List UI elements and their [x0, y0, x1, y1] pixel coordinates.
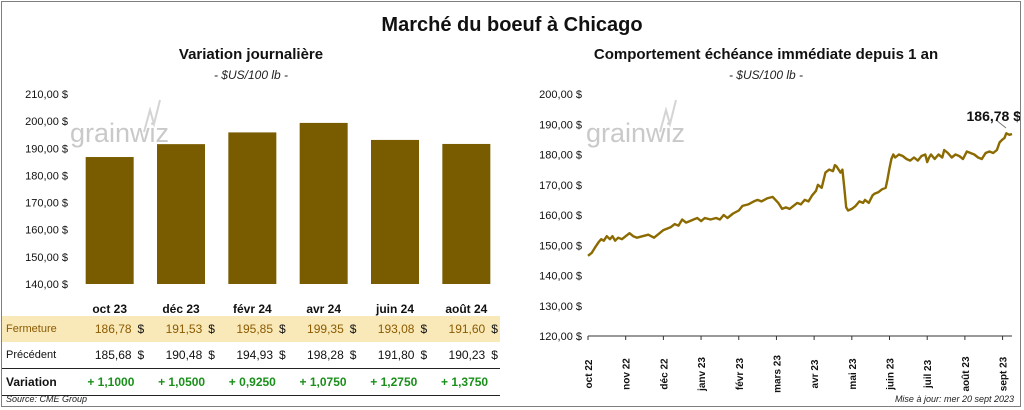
variation-value: + 0,9250: [216, 368, 288, 396]
x-tick-label: juin 23: [886, 358, 897, 391]
last-value-leader: [995, 119, 1007, 129]
x-tick-label: nov 22: [622, 358, 633, 390]
variation-value: + 1,0500: [146, 368, 217, 396]
series-line: [587, 132, 1013, 257]
y-tick-label: 170,00 $: [25, 198, 68, 210]
watermark-text: grainwiz: [586, 118, 685, 148]
y-tick-label: 150,00 $: [25, 252, 68, 264]
currency-symbol: $: [488, 342, 500, 369]
variation-value: + 1,2750: [358, 368, 430, 396]
x-tick-label: juil 23: [923, 359, 934, 389]
row-label: Variation: [2, 368, 76, 396]
table-row-previous: Précédent 185,68 $ 190,48 $ 194,93 $ 198,28…: [2, 342, 500, 369]
currency-symbol: $: [276, 342, 288, 369]
bar: [299, 122, 348, 285]
right-chart-title: Comportement échéance immédiate depuis 1…: [593, 46, 939, 63]
currency-symbol: $: [417, 316, 430, 342]
y-tick-label: 190,00 $: [25, 143, 68, 155]
y-tick-label: 190,00 $: [539, 119, 582, 131]
y-tick-label: 140,00 $: [25, 279, 68, 291]
previous-value: 194,93: [216, 342, 277, 369]
y-tick-label: 180,00 $: [539, 150, 582, 162]
x-category-label: juin 24: [375, 302, 414, 316]
previous-value: 198,28: [287, 342, 347, 369]
x-category-label: déc 23: [162, 302, 200, 316]
y-tick-label: 160,00 $: [25, 225, 68, 237]
bar: [157, 144, 205, 284]
x-tick-label: mars 23: [772, 355, 783, 393]
x-tick-label: oct 22: [584, 359, 595, 388]
currency-symbol: $: [346, 316, 359, 342]
right-chart-subtitle: - $US/100 lb -: [728, 68, 804, 82]
x-tick-label: févr 23: [735, 357, 746, 390]
y-tick-label: 210,00 $: [25, 89, 68, 101]
x-tick-label: mai 23: [848, 358, 859, 390]
left-chart-title: Variation journalière: [178, 46, 324, 63]
bar: [371, 139, 419, 284]
page-title: Marché du boeuf à Chicago: [381, 14, 643, 36]
y-tick-label: 180,00 $: [25, 170, 68, 182]
bar: [85, 157, 134, 284]
y-tick-label: 200,00 $: [539, 89, 582, 101]
watermark-text: grainwiz: [70, 118, 169, 148]
watermark-mark: [659, 99, 677, 133]
y-tick-label: 130,00 $: [539, 301, 582, 313]
closing-value: 195,85: [216, 316, 277, 342]
previous-value: 185,68: [75, 342, 135, 369]
last-value-label: 186,78 $: [967, 108, 1021, 124]
y-tick-label: 150,00 $: [539, 240, 582, 252]
currency-symbol: $: [417, 342, 430, 369]
table-row-closing: Fermeture 186,78 $ 191,53 $ 195,85 $ 199,35…: [2, 316, 500, 342]
x-tick-label: déc 22: [659, 358, 670, 390]
variation-value: + 1,3750: [429, 368, 500, 396]
y-tick-label: 140,00 $: [539, 271, 582, 283]
table-row-variation: Variation + 1,1000 + 1,0500 + 0,9250 + 1…: [2, 368, 500, 396]
x-category-label: oct 23: [92, 302, 127, 316]
line-chart: 120,00 $ 130,00 $ 140,00 $ 150,00 $ 160,00 $…: [539, 89, 1021, 393]
variation-value: + 1,0750: [287, 368, 359, 396]
y-tick-label: 200,00 $: [25, 116, 68, 128]
currency-symbol: $: [134, 342, 147, 369]
update-note: Mise à jour: mer 20 sept 2023: [894, 394, 1014, 404]
previous-value: 190,23: [429, 342, 489, 369]
variation-value: + 1,1000: [75, 368, 147, 396]
x-tick-label: avr 23: [810, 359, 821, 388]
x-category-label: avr 24: [306, 302, 341, 316]
x-tick-label: janv 23: [697, 357, 708, 392]
closing-value: 199,35: [287, 316, 347, 342]
currency-symbol: $: [205, 316, 217, 342]
bar-chart: 140,00 $ 150,00 $ 160,00 $ 170,00 $ 180,00 $…: [25, 89, 491, 316]
x-tick-label: sept 23: [999, 356, 1010, 391]
currency-symbol: $: [488, 316, 500, 342]
closing-value: 191,60: [429, 316, 489, 342]
x-category-label: août 24: [445, 302, 487, 316]
price-table: Fermeture 186,78 $ 191,53 $ 195,85 $ 199,35…: [2, 316, 500, 396]
closing-value: 186,78: [75, 316, 135, 342]
row-label: Précédent: [2, 342, 76, 369]
watermark-mark: [143, 99, 161, 133]
currency-symbol: $: [134, 316, 147, 342]
source-note: Source: CME Group: [6, 394, 88, 404]
bar: [442, 143, 491, 284]
closing-value: 193,08: [358, 316, 418, 342]
bar: [228, 132, 277, 284]
grainwiz-watermark: grainwiz: [70, 99, 169, 148]
row-label: Fermeture: [2, 316, 76, 342]
y-tick-label: 170,00 $: [539, 180, 582, 192]
grainwiz-watermark: grainwiz: [586, 99, 685, 148]
left-chart-subtitle: - $US/100 lb -: [213, 68, 289, 82]
x-category-label: févr 24: [233, 302, 272, 316]
y-tick-label: 120,00 $: [539, 331, 582, 343]
currency-symbol: $: [346, 342, 359, 369]
currency-symbol: $: [205, 342, 217, 369]
currency-symbol: $: [276, 316, 288, 342]
previous-value: 191,80: [358, 342, 418, 369]
x-tick-label: août 23: [961, 356, 972, 391]
y-tick-label: 160,00 $: [539, 210, 582, 222]
closing-value: 191,53: [146, 316, 206, 342]
previous-value: 190,48: [146, 342, 206, 369]
